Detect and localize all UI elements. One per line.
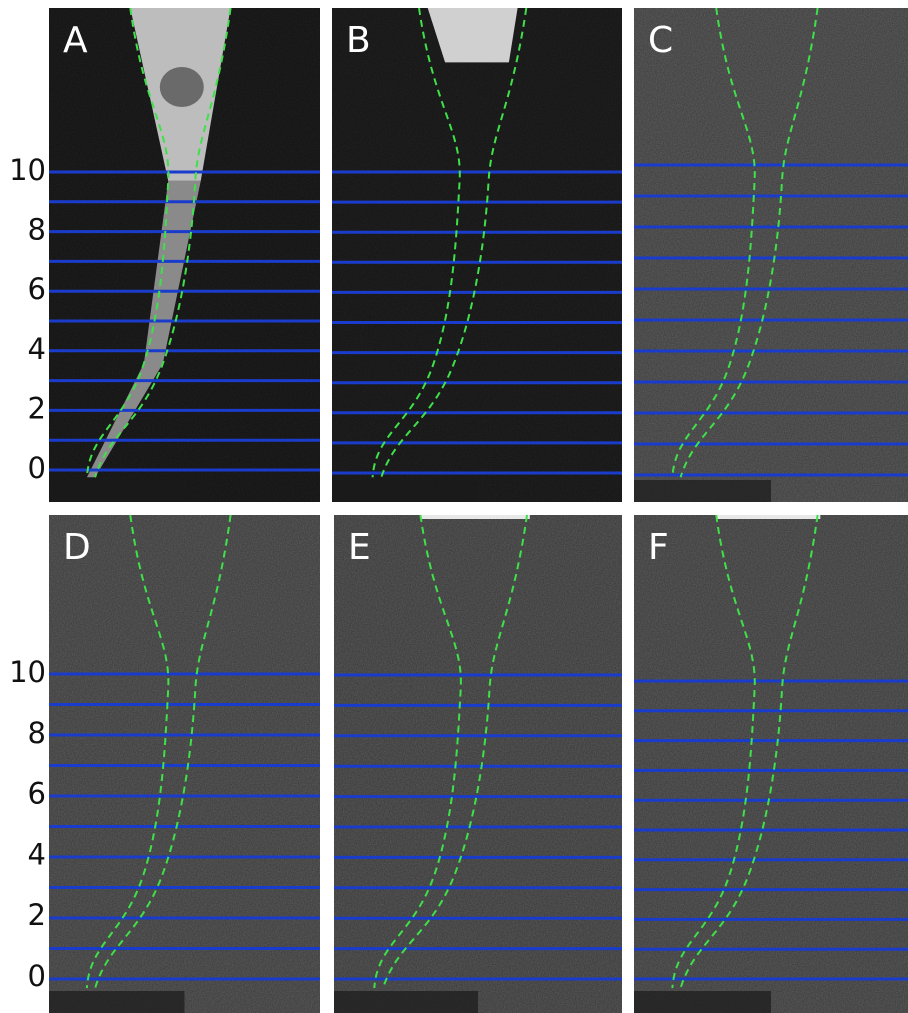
bright-edge — [420, 515, 530, 519]
axis-label: 10 — [9, 655, 46, 689]
axis-label: 2 — [28, 898, 46, 932]
panel: F — [634, 514, 908, 1013]
dark-inclusion — [159, 67, 204, 108]
boundary-curve — [371, 7, 461, 478]
boundary-curve — [94, 514, 232, 989]
image-noise — [634, 515, 908, 1013]
substrate — [634, 480, 771, 502]
panel: D — [49, 514, 320, 1013]
boundary-curve — [382, 514, 528, 989]
boundary-curve — [679, 514, 819, 989]
panel: B — [332, 7, 622, 502]
axis-label: 6 — [28, 777, 46, 811]
bright-cap — [427, 8, 518, 63]
panel: E — [334, 514, 622, 1013]
substrate — [332, 480, 477, 502]
panel-label: F — [648, 527, 669, 568]
panel-label: B — [346, 20, 371, 61]
panel-label: D — [63, 527, 91, 568]
panel-label: A — [63, 20, 88, 61]
bright-edge — [716, 515, 821, 519]
axis-label: 2 — [28, 391, 46, 425]
axis-label: 4 — [28, 332, 46, 366]
axis-label: 8 — [28, 213, 46, 247]
substrate — [634, 991, 771, 1013]
bright-channel — [86, 180, 201, 478]
panel: A — [49, 7, 320, 502]
axis-label: 4 — [28, 837, 46, 871]
substrate — [49, 991, 185, 1013]
axis-label: 6 — [28, 272, 46, 306]
axis-label: 0 — [28, 451, 46, 485]
image-noise — [334, 515, 622, 1013]
panel-label: C — [648, 20, 673, 61]
boundary-curve — [671, 7, 756, 478]
axis-label: 0 — [28, 959, 46, 993]
axis-label: 8 — [28, 716, 46, 750]
image-noise — [332, 8, 622, 502]
boundary-curve — [373, 514, 462, 989]
panel: C — [634, 7, 908, 502]
boundary-curve — [380, 7, 528, 478]
image-noise — [634, 8, 908, 502]
axis-label: 10 — [9, 153, 46, 187]
boundary-curve — [671, 514, 756, 989]
panel-label: E — [348, 527, 371, 568]
substrate — [334, 991, 478, 1013]
boundary-curve — [679, 7, 819, 478]
substrate — [49, 480, 185, 502]
boundary-curve — [85, 514, 170, 989]
